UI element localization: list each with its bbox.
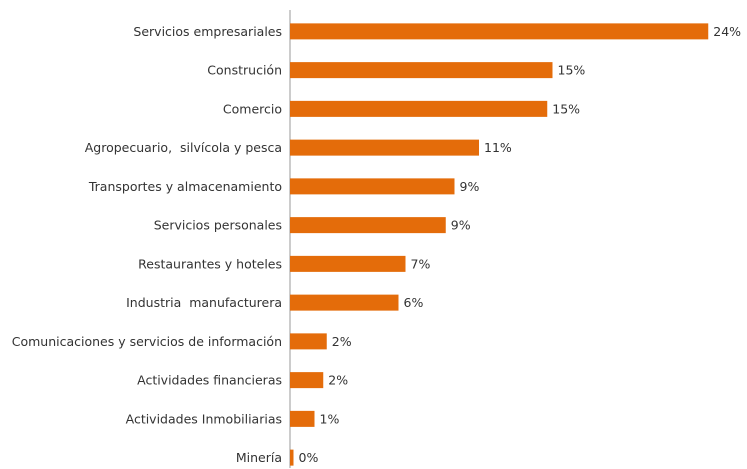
category-label: Minería bbox=[236, 450, 282, 465]
category-label: Actividades financieras bbox=[137, 373, 282, 388]
category-label: Comercio bbox=[223, 101, 282, 116]
value-label: 15% bbox=[558, 63, 586, 78]
category-label: Servicios personales bbox=[154, 218, 282, 233]
value-label: 7% bbox=[411, 256, 431, 271]
bar bbox=[290, 23, 709, 40]
bar bbox=[290, 333, 327, 350]
value-label: 1% bbox=[320, 411, 340, 426]
category-label: Actividades Inmobiliarias bbox=[126, 411, 282, 426]
bar bbox=[290, 255, 406, 272]
value-label: 2% bbox=[332, 334, 352, 349]
value-label: 2% bbox=[328, 373, 348, 388]
bar bbox=[290, 294, 399, 311]
bar bbox=[290, 100, 548, 117]
bar bbox=[290, 139, 479, 156]
value-label: 0% bbox=[299, 450, 319, 465]
bar bbox=[290, 178, 455, 195]
bar bbox=[290, 372, 324, 389]
value-label: 6% bbox=[404, 295, 424, 310]
bar bbox=[290, 217, 446, 234]
category-label: Comunicaciones y servicios de informació… bbox=[12, 334, 282, 349]
bar bbox=[290, 449, 294, 466]
value-label: 11% bbox=[484, 140, 512, 155]
category-label: Restaurantes y hoteles bbox=[138, 256, 282, 271]
category-label: Agropecuario, silvícola y pesca bbox=[85, 140, 282, 155]
category-label: Construción bbox=[207, 63, 282, 78]
value-label: 9% bbox=[451, 218, 471, 233]
bar bbox=[290, 410, 315, 427]
category-label: Industria manufacturera bbox=[126, 295, 282, 310]
bar bbox=[290, 62, 553, 79]
value-label: 24% bbox=[713, 24, 741, 39]
category-label: Servicios empresariales bbox=[133, 24, 282, 39]
category-label: Transportes y almacenamiento bbox=[88, 179, 282, 194]
value-label: 9% bbox=[460, 179, 480, 194]
value-label: 15% bbox=[552, 101, 580, 116]
